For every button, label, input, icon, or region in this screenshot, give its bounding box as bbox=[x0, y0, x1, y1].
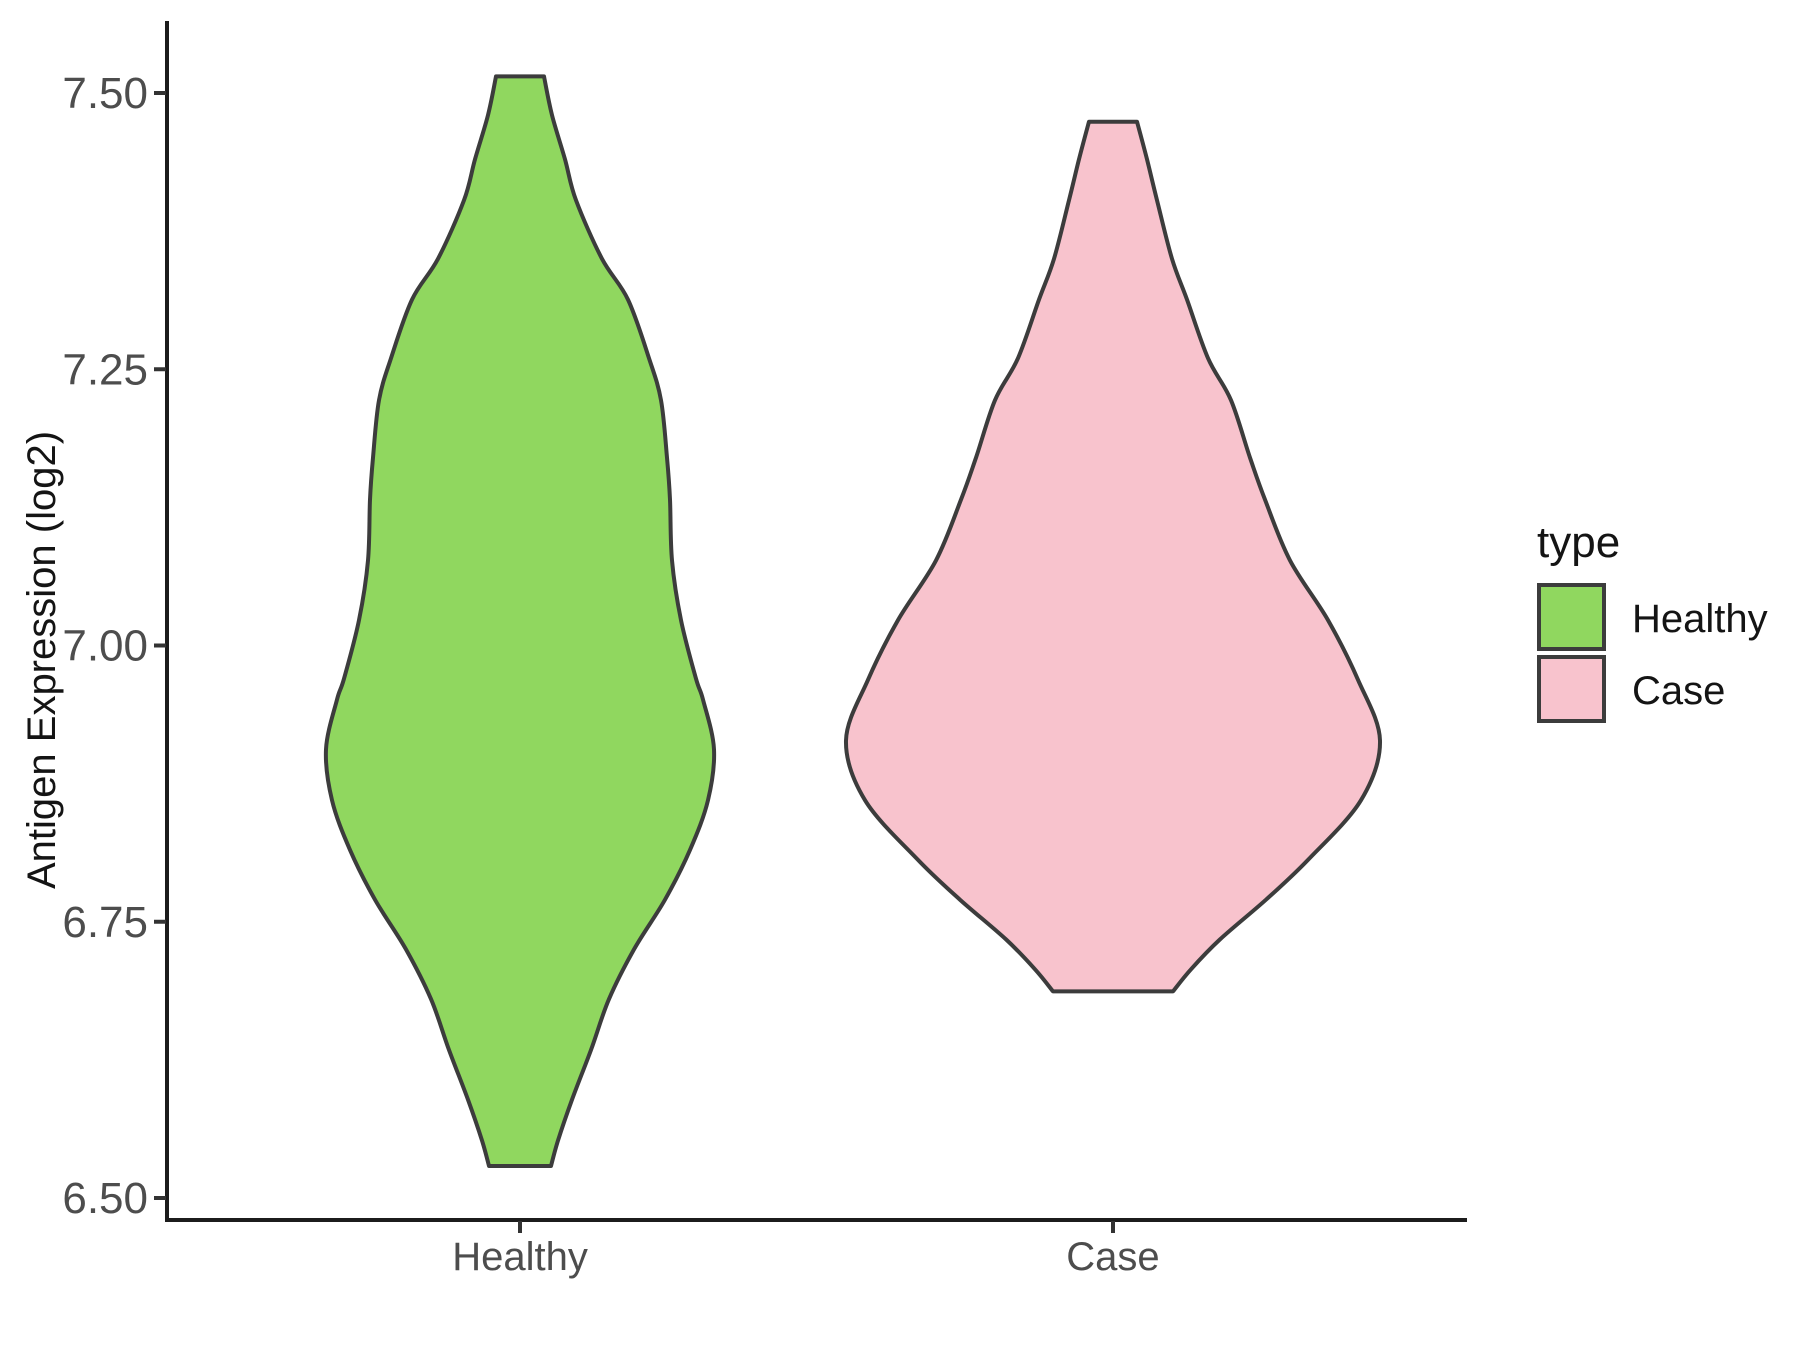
legend-label-case: Case bbox=[1632, 669, 1725, 713]
y-tick-label: 7.50 bbox=[62, 69, 148, 118]
violin-healthy bbox=[323, 74, 717, 1168]
legend-title: type bbox=[1537, 518, 1620, 567]
y-tick-label: 6.75 bbox=[62, 898, 148, 947]
y-axis-title: Antigen Expression (log2) bbox=[20, 431, 64, 889]
legend-label-healthy: Healthy bbox=[1632, 597, 1768, 641]
x-ticks-group bbox=[518, 1221, 1115, 1233]
legend-swatch-healthy bbox=[1537, 583, 1606, 651]
x-tick-label-case: Case bbox=[1066, 1235, 1159, 1279]
violins-group bbox=[323, 74, 1383, 1168]
legend-swatch-case bbox=[1537, 655, 1606, 723]
y-tick-label: 7.25 bbox=[62, 345, 148, 394]
violin-case bbox=[843, 119, 1383, 994]
y-ticks-group bbox=[154, 91, 166, 1200]
y-tick-label: 6.50 bbox=[62, 1174, 148, 1223]
y-tick-label: 7.00 bbox=[62, 622, 148, 671]
x-tick-label-healthy: Healthy bbox=[452, 1235, 588, 1279]
y-tick-labels-group: 7.50 7.25 7.00 6.75 6.50 bbox=[62, 69, 148, 1223]
